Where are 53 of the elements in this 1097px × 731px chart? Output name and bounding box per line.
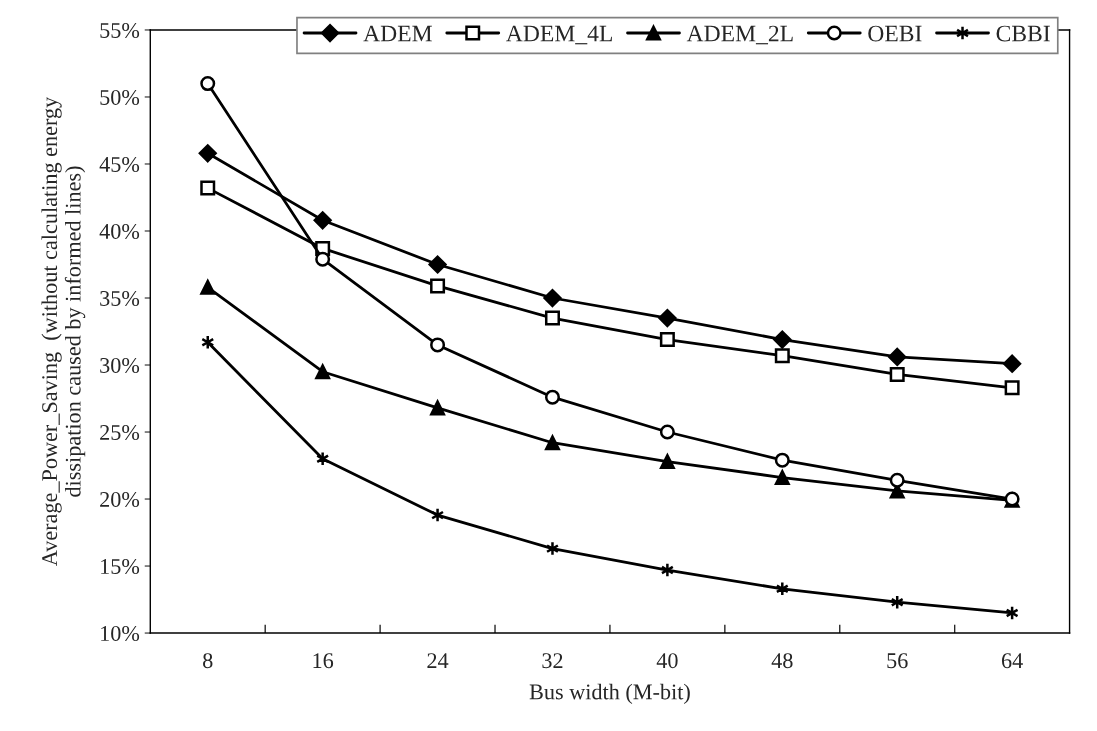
point [774,348,790,364]
legend-label: ADEM [363,25,432,42]
point [200,279,216,295]
point [543,288,562,308]
point [544,310,560,326]
point [200,76,216,92]
point [544,435,560,451]
point [773,330,792,349]
point [198,144,217,163]
x-tick-label: 16 [313,653,334,669]
point [659,332,675,348]
point [659,424,675,440]
point [774,470,790,486]
point [430,278,446,294]
point [1004,380,1020,396]
point [889,366,905,382]
y-tick-label: 30% [100,357,140,374]
y-tick-label: 10% [101,625,140,642]
point [430,337,446,353]
y-tick-label: 25% [100,424,140,441]
legend-label: CBBI [996,25,1050,42]
x-axis-title: Bus width (M-bit) [529,683,690,704]
x-tick-label: 24 [427,653,449,668]
x-tick-label: 48 [771,653,793,669]
point [428,255,447,274]
y-tick-label: 50% [100,89,140,105]
point [889,472,905,488]
y-tick-label: 35% [100,290,140,307]
point [200,180,216,196]
x-tick-label: 64 [1001,653,1023,669]
point [544,389,560,405]
legend-label: ADEM_2L [686,25,793,45]
x-tick-label: 8 [203,653,213,669]
legend-label: ADEM_4L [506,25,612,45]
point [430,400,446,416]
x-tick-label: 40 [656,653,678,669]
point [659,454,675,469]
point [315,251,331,267]
x-tick-label: 32 [542,653,563,669]
point [315,364,331,380]
point [774,452,790,468]
y-tick-label: 20% [100,491,140,508]
point [313,211,332,230]
point [1003,354,1022,373]
y-tick-label: 55% [100,22,140,38]
legend-label: OEBI [868,25,922,42]
y-tick-label: 15% [101,558,140,575]
point [888,347,907,367]
y-tick-label: 45% [99,156,140,172]
x-tick-label: 56 [887,653,908,669]
y-axis-title: Average_Power_Saving (without calculating energy dissipation caused by informed lines) [41,96,86,567]
point [658,309,677,328]
y-tick-label: 40% [99,223,140,239]
